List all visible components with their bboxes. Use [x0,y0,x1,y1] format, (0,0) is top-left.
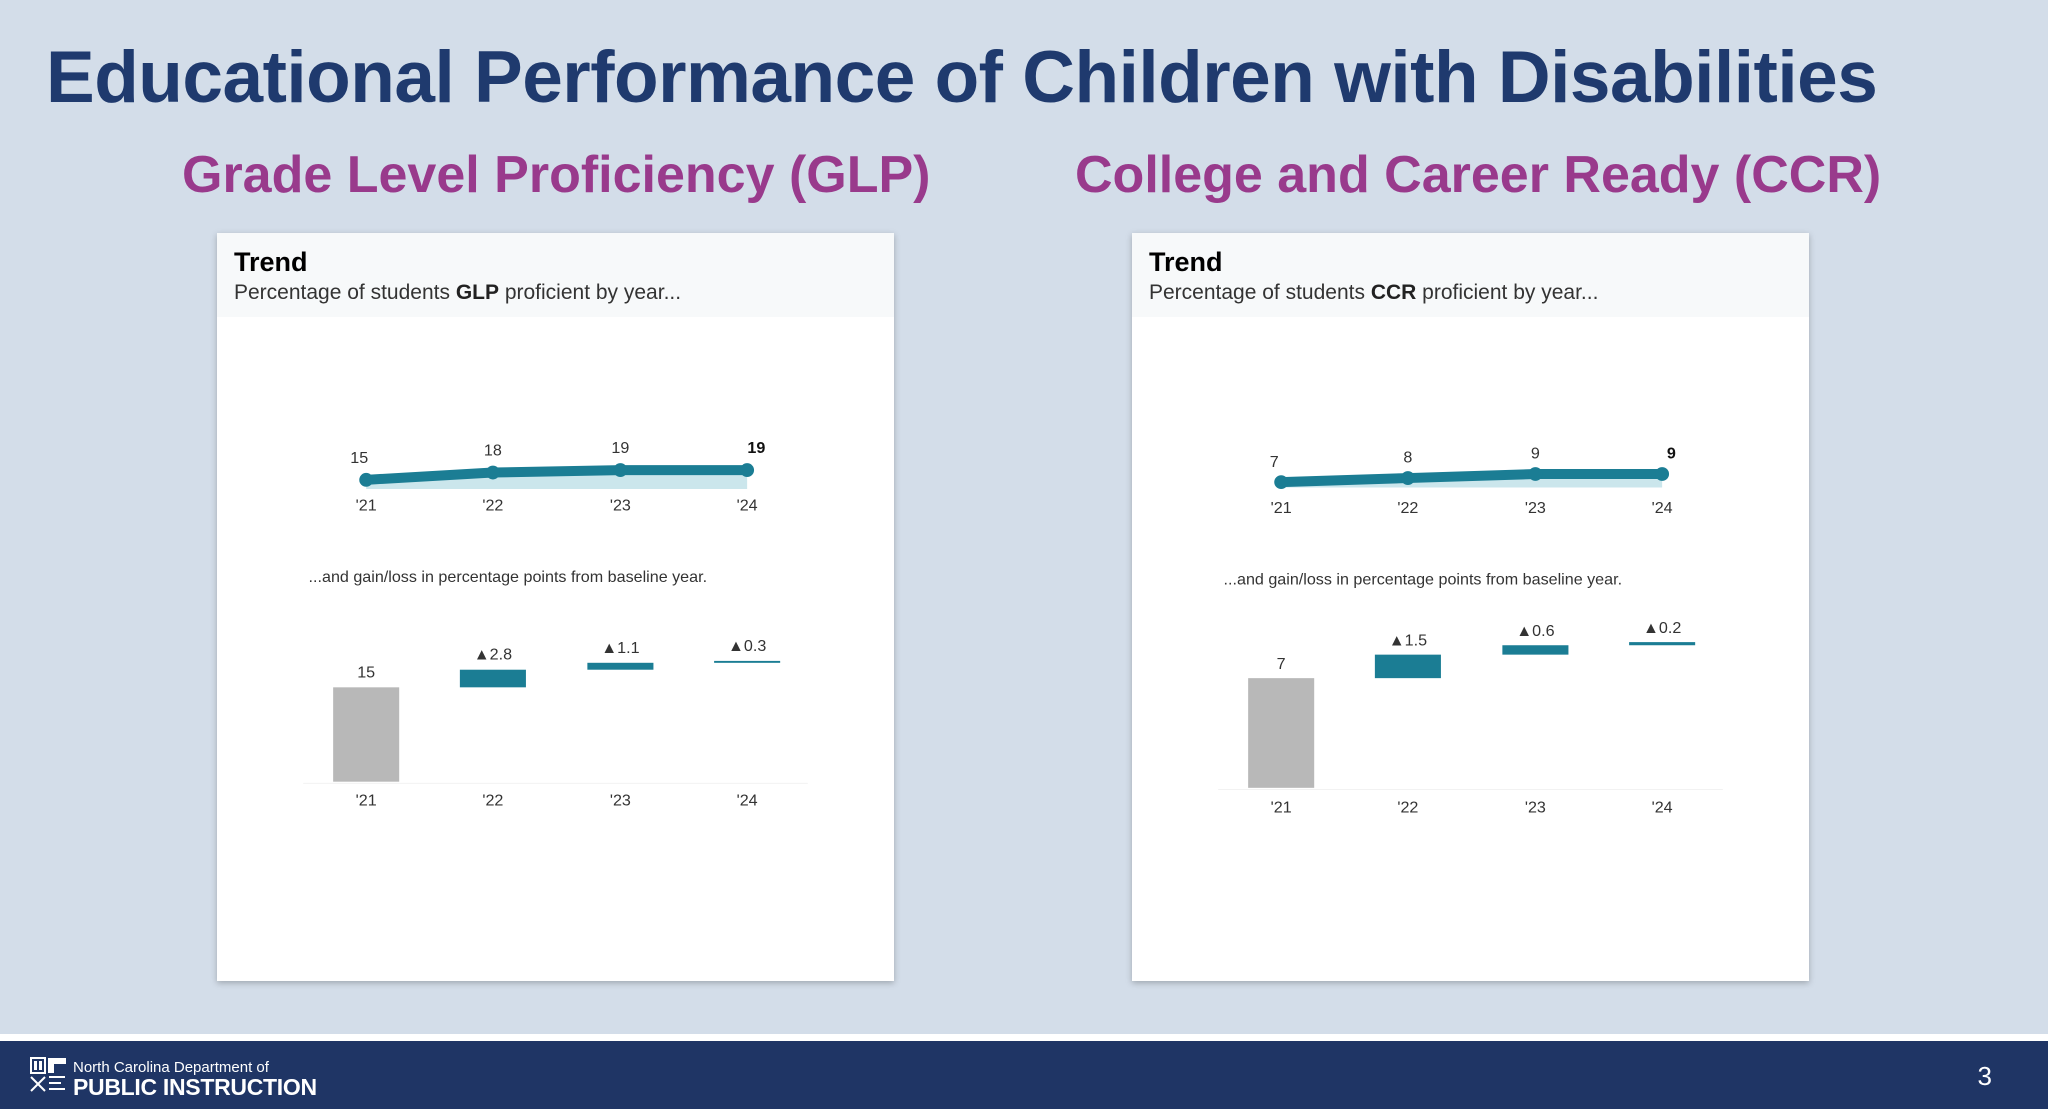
ccr-trend-point [1528,467,1543,481]
ccr-gain-tick-label: '24 [1652,798,1673,816]
footer-bar: North Carolina Department of PUBLIC INST… [0,1034,2048,1109]
glp-gain-bar [714,660,781,663]
ccr-card-header: Trend Percentage of students CCR profici… [1132,233,1809,317]
ccr-gain-bar [1629,642,1696,646]
glp-trend-plot: 15 '21 18 '22 19 '23 19 '24 [350,439,765,514]
glp-gain-caption: ...and gain/loss in percentage points fr… [309,568,708,586]
ccr-trend-value-label: 9 [1667,445,1676,463]
glp-gain-tick-label: '22 [482,791,503,809]
glp-trend-value-label: 19 [747,439,765,457]
glp-subtitle-pre: Percentage of students [234,281,456,304]
glp-gain-bar [459,669,526,688]
glp-trend-line [361,465,753,485]
glp-trend-point [359,472,374,487]
ccr-trend-line [1276,469,1668,488]
ccr-subtitle-bold: CCR [1370,281,1417,304]
glp-heading: Grade Level Proficiency (GLP) [182,146,931,204]
ccr-chart-card: Trend Percentage of students CCR profici… [1132,233,1809,981]
ccr-gain-tick-label: '22 [1397,798,1418,816]
ccr-gain-tick-label: '23 [1525,798,1546,816]
ccr-heading: College and Career Ready (CCR) [1075,146,1882,204]
ccr-trend-tick-label: '22 [1397,499,1418,517]
ccr-trend-tick-label: '21 [1271,499,1292,517]
glp-gain-value-label: 15 [357,663,375,681]
glp-gain-plot: 15 ▲2.8 ▲1.1 ▲0.3 '21 '22 '23 '24 [303,637,808,809]
page-number: 3 [1977,1061,1992,1091]
ccr-trend-plot: 7 '21 8 '22 9 '23 9 '24 [1270,445,1676,517]
ccr-trend-value-label: 9 [1531,445,1540,463]
glp-gain-tick-label: '23 [610,791,631,809]
ccr-baseline-bar [1248,678,1315,788]
glp-gain-tick-label: '21 [356,791,377,809]
org-name-line1: North Carolina Department of [73,1059,269,1076]
glp-chart: 15 '21 18 '22 19 '23 19 '24 ...and gain/loss in… [303,439,808,809]
ccr-gain-bar [1374,654,1441,679]
glp-chart-card: Trend Percentage of students GLP profici… [217,233,894,981]
slide-title: Educational Performance of Children with… [46,37,1878,118]
ccr-trend-point [1274,475,1289,490]
glp-subtitle-post: proficient by year... [498,281,682,304]
ccr-chart: 7 '21 8 '22 9 '23 9 '24 ...and gain/loss in per… [1218,445,1723,816]
glp-trend-point [740,463,755,478]
ccr-gain-bar [1502,645,1569,655]
ccr-card-title: Trend [1149,247,1223,277]
glp-trend-tick-label: '22 [482,497,503,515]
glp-card-header: Trend Percentage of students GLP profici… [217,233,894,317]
ccr-trend-tick-label: '23 [1525,499,1546,517]
ccr-card-subtitle: Percentage of students CCR proficient by… [1149,281,1598,305]
glp-trend-tick-label: '21 [356,497,377,515]
ccr-trend-tick-label: '24 [1652,499,1673,517]
dpi-logo-icon [30,1057,66,1092]
ccr-gain-value-label: ▲0.6 [1516,622,1554,640]
ccr-subtitle-pre: Percentage of students [1149,281,1371,304]
ccr-trend-value-label: 8 [1403,449,1412,467]
ccr-trend-point [1400,471,1415,485]
ccr-gain-value-label: ▲1.5 [1389,631,1427,649]
glp-gain-bar [587,662,654,670]
glp-trend-point [613,463,628,478]
glp-trend-point [485,465,500,480]
ccr-gain-caption: ...and gain/loss in percentage points fr… [1224,570,1623,588]
glp-card-title: Trend [234,247,308,277]
glp-subtitle-bold: GLP [455,281,499,304]
ccr-gain-value-label: ▲0.2 [1643,619,1681,637]
ccr-gain-tick-label: '21 [1271,798,1292,816]
glp-gain-value-label: ▲2.8 [474,646,512,664]
glp-trend-tick-label: '24 [737,497,758,515]
glp-gain-tick-label: '24 [737,791,758,809]
glp-trend-value-label: 15 [350,449,368,467]
ccr-trend-point [1655,467,1670,481]
ccr-subtitle-post: proficient by year... [1416,281,1599,304]
ccr-trend-value-label: 7 [1270,453,1279,471]
org-name-line2: PUBLIC INSTRUCTION [73,1074,317,1100]
glp-gain-value-label: ▲0.3 [728,637,766,655]
glp-trend-value-label: 19 [611,439,629,457]
glp-baseline-bar [333,687,400,782]
glp-trend-tick-label: '23 [610,497,631,515]
glp-trend-value-label: 18 [484,442,502,460]
ccr-gain-value-label: 7 [1277,655,1286,673]
glp-card-subtitle: Percentage of students GLP proficient by… [234,281,681,305]
ccr-gain-plot: 7 ▲1.5 ▲0.6 ▲0.2 '21 '22 '23 '24 [1218,619,1723,816]
glp-gain-value-label: ▲1.1 [601,639,639,657]
